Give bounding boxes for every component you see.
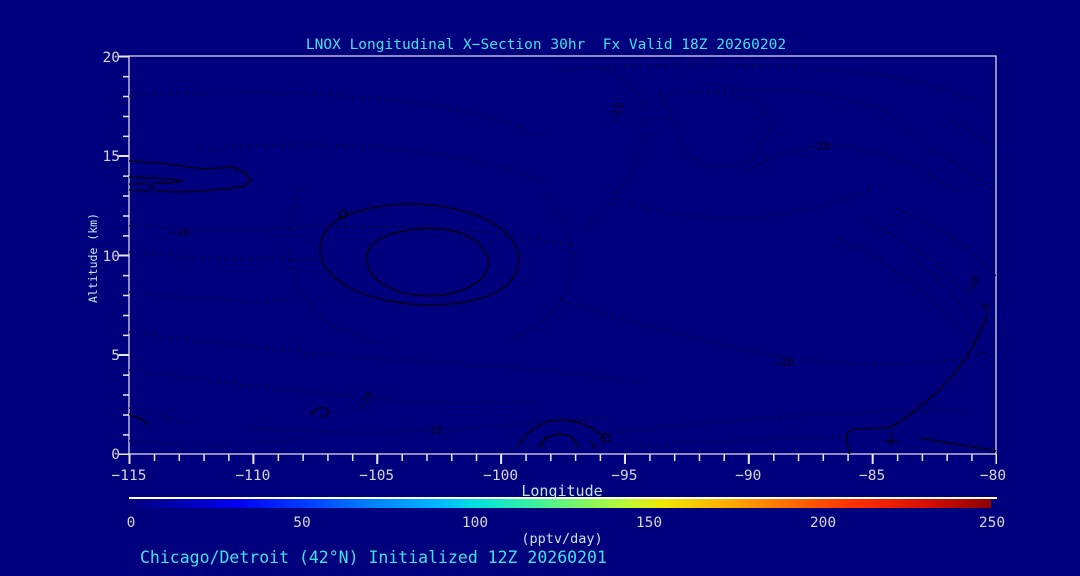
colorbar: 0 50 100 150 200 250 (pptv/day) [127, 497, 1005, 547]
colorbar-tick-label: 50 [293, 515, 310, 531]
contour-field: 0 −10 −10 −20 −20 −10 −10 −10 0 [129, 63, 996, 454]
contour-label: −10 [423, 424, 443, 437]
contour-label: −10 [961, 273, 983, 297]
contour-lines-dashed [129, 63, 996, 447]
contour-marker [600, 432, 612, 444]
contour-marker [338, 209, 348, 219]
y-tick-label: 20 [103, 50, 120, 66]
colorbar-tick-label: 250 [979, 515, 1005, 531]
footer-caption: Chicago/Detroit (42°N) Initialized 12Z 2… [140, 548, 607, 567]
colorbar-units-label: (pptv/day) [521, 531, 602, 547]
x-tick-label: −85 [859, 468, 885, 484]
contour-label: −10 [355, 389, 377, 413]
contour-labels: 0 −10 −10 −20 −20 −10 −10 −10 0 [146, 99, 995, 440]
colorbar-tick-label: 150 [636, 515, 662, 531]
contour-label: −10 [609, 101, 626, 123]
contour-label: −10 [170, 226, 190, 239]
y-axis-ticks [118, 55, 129, 455]
y-tick-label: 15 [103, 149, 120, 165]
chart-title: LNOX Longitudinal X−Section 30hr Fx Vali… [306, 37, 786, 53]
colorbar-tick-label: 0 [127, 515, 136, 531]
contour-label: −20 [810, 140, 830, 153]
contour-label: 0 [979, 301, 993, 314]
contour-label: −20 [774, 356, 794, 369]
y-tick-label: 10 [103, 249, 120, 265]
x-tick-labels: −115 −110 −105 −100 −95 −90 −85 −80 [112, 468, 1007, 484]
y-tick-labels: 20 15 10 5 0 [103, 50, 120, 463]
x-axis-ticks [128, 454, 997, 464]
x-tick-label: −90 [735, 468, 761, 484]
colorbar-top-line [129, 497, 997, 499]
colorbar-tick-label: 200 [810, 515, 836, 531]
y-axis-title: Altitude (km) [86, 213, 100, 303]
x-tick-label: −110 [235, 468, 270, 484]
x-tick-label: −80 [980, 468, 1006, 484]
y-tick-label: 5 [111, 348, 120, 364]
contour-lines-solid [129, 160, 996, 454]
colorbar-tick-labels: 0 50 100 150 200 250 [127, 515, 1005, 531]
colorbar-gradient [129, 499, 991, 508]
colorbar-tick-label: 100 [462, 515, 488, 531]
y-tick-label: 0 [111, 447, 120, 463]
x-tick-label: −100 [483, 468, 518, 484]
plot-frame [128, 55, 997, 455]
x-tick-label: −95 [611, 468, 637, 484]
x-tick-label: −105 [359, 468, 394, 484]
contour-label: 0 [149, 181, 156, 194]
x-axis-title: Longitude [521, 482, 602, 500]
x-tick-label: −115 [112, 468, 147, 484]
